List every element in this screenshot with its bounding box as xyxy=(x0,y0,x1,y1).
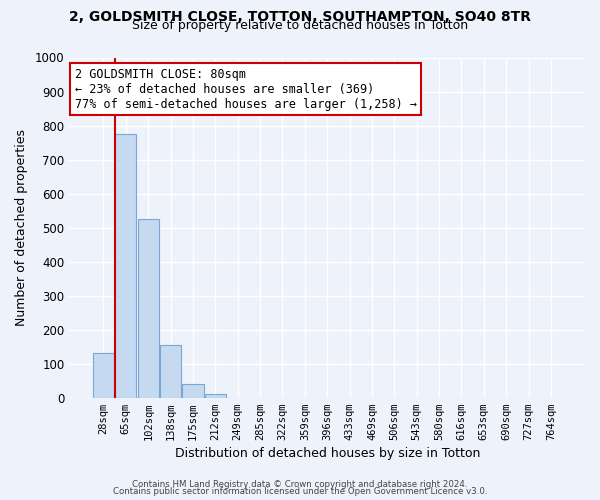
Bar xyxy=(182,384,203,398)
Bar xyxy=(93,354,114,398)
Text: 2, GOLDSMITH CLOSE, TOTTON, SOUTHAMPTON, SO40 8TR: 2, GOLDSMITH CLOSE, TOTTON, SOUTHAMPTON,… xyxy=(69,10,531,24)
Text: Contains public sector information licensed under the Open Government Licence v3: Contains public sector information licen… xyxy=(113,487,487,496)
Bar xyxy=(137,219,159,398)
Bar xyxy=(160,345,181,398)
Text: Size of property relative to detached houses in Totton: Size of property relative to detached ho… xyxy=(132,18,468,32)
X-axis label: Distribution of detached houses by size in Totton: Distribution of detached houses by size … xyxy=(175,447,480,460)
Y-axis label: Number of detached properties: Number of detached properties xyxy=(15,129,28,326)
Text: 2 GOLDSMITH CLOSE: 80sqm
← 23% of detached houses are smaller (369)
77% of semi-: 2 GOLDSMITH CLOSE: 80sqm ← 23% of detach… xyxy=(74,68,416,110)
Text: Contains HM Land Registry data © Crown copyright and database right 2024.: Contains HM Land Registry data © Crown c… xyxy=(132,480,468,489)
Bar xyxy=(115,134,136,398)
Bar xyxy=(205,394,226,398)
